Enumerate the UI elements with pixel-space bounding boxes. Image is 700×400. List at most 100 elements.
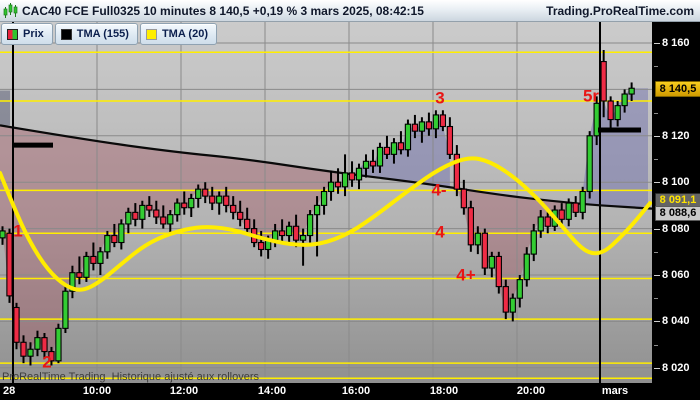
wave-annotation-2[interactable]: 2 (42, 352, 52, 372)
watermark-text: ProRealTime Trading Historique ajusté au… (2, 371, 259, 383)
wave-annotation-4[interactable]: 4 (435, 222, 445, 242)
candle-body (48, 351, 55, 362)
price-axis[interactable]: 8 160 8 120 8 100 8 080 8 060 8 040 8 020 8 140… (652, 22, 700, 400)
candle-body (153, 209, 160, 218)
candle-body (188, 197, 195, 209)
candle-body (348, 172, 356, 181)
candle-body (90, 255, 97, 264)
candle-body (41, 337, 48, 353)
price-tick (654, 368, 660, 369)
candle-body (607, 100, 614, 121)
chart-plot-area[interactable]: ProRealTime Trading Historique ajusté au… (0, 22, 652, 383)
price-axis-label: 8 120 (662, 130, 690, 142)
wave-annotation-1[interactable]: 1 (13, 221, 23, 241)
price-minor-tick (654, 345, 658, 346)
price-axis-label: 8 060 (662, 269, 690, 281)
cloud-below-tma (456, 188, 576, 313)
time-axis-label: 16:00 (341, 385, 371, 397)
price-tick (654, 275, 660, 276)
candle-body (341, 172, 349, 188)
wave-annotation-4-[interactable]: 4- (431, 180, 447, 200)
legend-chip-tma20[interactable]: TMA (20) (139, 23, 217, 45)
wave-annotation-4+[interactable]: 4+ (456, 265, 476, 285)
candle-body (167, 214, 174, 225)
candle-body (446, 125, 454, 155)
candle-body (223, 195, 230, 206)
candle-body (334, 181, 342, 188)
candle-body (299, 235, 307, 241)
cloud-below-tma (0, 125, 339, 361)
candle-body (174, 202, 181, 216)
candle-body (237, 211, 244, 220)
instrument-title: CAC40 FCE Full0325 10 minutes 8 140,5 +0… (22, 3, 424, 18)
chart-canvas[interactable] (0, 22, 652, 383)
candle-body (439, 114, 447, 128)
tma155-value-marker: 8 088,6 (655, 206, 700, 221)
candle-body (460, 188, 468, 209)
price-tick (654, 321, 660, 322)
candle-body (362, 160, 370, 169)
price-axis-label: 8 100 (662, 176, 690, 188)
candle-body (13, 306, 20, 343)
candle-body (516, 279, 523, 299)
candle-body (628, 87, 635, 95)
tma155-line[interactable] (0, 124, 652, 210)
candle-body (614, 105, 621, 121)
candle-body (69, 272, 76, 292)
cloud-above-tma (359, 114, 450, 188)
candle-body (313, 204, 321, 216)
candle-body (474, 232, 481, 246)
tma20-line[interactable] (0, 156, 652, 292)
legend: Prix TMA (155) TMA (20) (1, 23, 217, 45)
candle-body (565, 202, 572, 220)
wave-annotation-5r[interactable]: 5r (582, 86, 600, 106)
candle-body (195, 188, 202, 199)
candle-body (530, 230, 537, 255)
candle-body (132, 211, 139, 220)
candle-body (369, 160, 377, 167)
candle-body (0, 230, 6, 239)
candle-body (537, 216, 544, 232)
brand-link[interactable]: Trading.ProRealTime.com (546, 3, 694, 18)
candle-body (278, 230, 286, 237)
candle-body (118, 223, 125, 244)
candle-body (481, 232, 488, 269)
price-minor-tick (654, 252, 658, 253)
candle-body (55, 327, 62, 362)
wave-annotation-3[interactable]: 3 (435, 88, 445, 108)
time-axis[interactable]: 28 10:00 12:00 14:00 16:00 18:00 20:00 mars (0, 383, 700, 400)
candle-body (62, 290, 69, 329)
candle-body (586, 135, 593, 193)
candle-body (376, 146, 384, 167)
candle-body (306, 214, 314, 237)
candle-body (104, 235, 111, 253)
candle-body (544, 216, 551, 227)
candle-body (146, 204, 153, 211)
candle-body (97, 251, 104, 264)
candle-body (621, 93, 628, 107)
candle-body (495, 255, 502, 288)
candle-body (411, 123, 419, 132)
candle-body (523, 253, 530, 281)
candle-body (488, 255, 495, 269)
candle-body (34, 337, 41, 350)
legend-chip-tma155[interactable]: TMA (155) (54, 23, 138, 45)
candle-body (6, 232, 13, 297)
candle-body (327, 181, 335, 193)
price-tick (654, 229, 660, 230)
legend-label: TMA (20) (161, 28, 208, 40)
candle-body (432, 114, 440, 130)
legend-chip-price[interactable]: Prix (1, 23, 53, 45)
time-axis-label: 18:00 (429, 385, 459, 397)
candle-body (285, 225, 293, 237)
candle-body (139, 204, 146, 220)
candlestick-chart-icon (3, 3, 18, 18)
price-minor-tick (654, 66, 658, 67)
candle-body (125, 211, 132, 225)
price-minor-tick (654, 159, 658, 160)
candle-body (76, 272, 83, 278)
candle-body (467, 207, 474, 246)
candle-body (600, 61, 607, 102)
candle-body (383, 146, 391, 155)
time-axis-label: 12:00 (169, 385, 199, 397)
